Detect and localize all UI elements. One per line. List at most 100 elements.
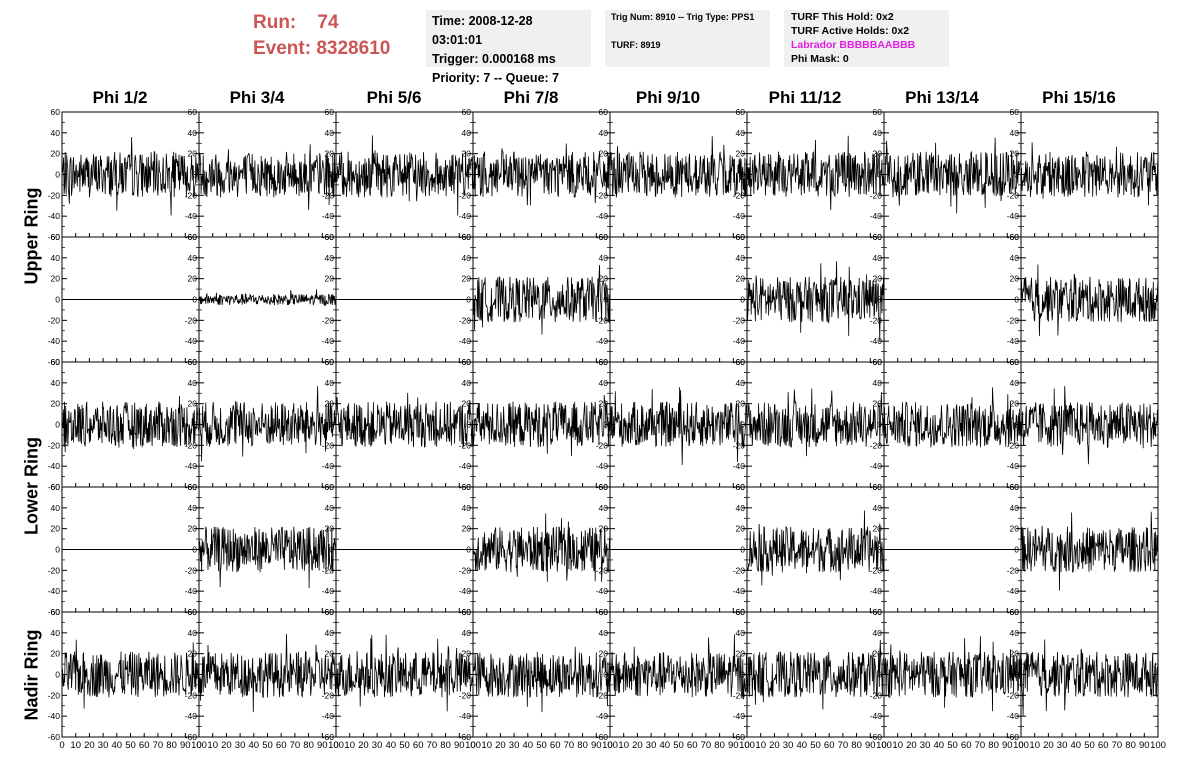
x-tick-label: 60 [413,740,424,751]
x-tick-label: 80 [440,740,451,751]
y-tick-label: 60 [325,357,335,367]
y-tick-label: -40 [48,211,61,221]
waveform-trace-r0-c0 [61,136,200,216]
y-tick-label: 60 [1010,482,1020,492]
y-tick-label: -60 [322,732,335,742]
y-tick-label: -40 [322,711,335,721]
y-tick-label: -40 [733,711,746,721]
y-tick-label: -20 [733,440,746,450]
x-tick-label: 30 [646,740,657,751]
y-tick-label: 60 [188,107,198,117]
y-tick-label: 20 [873,399,883,409]
y-tick-label: 40 [51,253,61,263]
y-tick-label: -20 [322,690,335,700]
y-tick-label: -20 [459,690,472,700]
y-tick-label: 40 [1010,378,1020,388]
x-tick-label: 70 [975,740,986,751]
y-tick-label: -20 [322,315,335,325]
x-tick-label: 60 [687,740,698,751]
y-tick-label: 0 [192,170,197,180]
y-tick-label: -40 [185,711,198,721]
y-tick-label: -40 [596,336,609,346]
y-tick-label: 60 [188,482,198,492]
y-tick-label: 60 [188,232,198,242]
x-tick-label: 40 [1071,740,1082,751]
y-tick-label: 40 [51,503,61,513]
trigger-info-panel: Trig Num: 8910 -- Trig Type: PPS1 TURF: … [605,10,770,67]
x-tick-label: 70 [564,740,575,751]
y-tick-label: 60 [325,107,335,117]
run-event-box: Run: 74 Event: 8328610 [253,10,390,62]
y-tick-label: -20 [185,190,198,200]
waveform-trace-r4-c5 [746,639,885,710]
y-tick-label: 0 [55,670,60,680]
waveform-trace-r1-c1 [198,289,337,307]
y-tick-label: 20 [873,149,883,159]
x-tick-label: 90 [1002,740,1013,751]
y-tick-label: -40 [870,586,883,596]
y-tick-label: 20 [873,274,883,284]
y-tick-label: -20 [870,565,883,575]
y-tick-label: 0 [603,170,608,180]
column-header-phi-9-10: Phi 9/10 [635,88,701,107]
column-header-phi-1-2: Phi 1/2 [92,88,148,107]
y-tick-label: 0 [877,295,882,305]
x-tick-label: 80 [303,740,314,751]
x-tick-label: 20 [1043,740,1054,751]
y-tick-label: 20 [188,524,198,534]
y-tick-label: 40 [736,503,746,513]
y-tick-label: 20 [188,649,198,659]
waveform-trace-r3-c5 [746,510,885,586]
y-tick-label: 0 [1014,420,1019,430]
y-tick-label: 60 [736,482,746,492]
y-tick-label: 60 [873,107,883,117]
waveform-trace-r0-c6 [883,137,1022,214]
y-tick-label: -40 [1007,586,1020,596]
y-tick-label: 20 [1010,274,1020,284]
y-tick-label: 20 [736,649,746,659]
y-tick-label: 20 [736,524,746,534]
y-tick-label: 0 [466,420,471,430]
y-tick-label: 20 [1010,649,1020,659]
x-tick-label: 10 [755,740,766,751]
y-tick-label: 20 [51,274,61,284]
y-tick-label: -40 [322,586,335,596]
y-tick-label: 20 [462,274,472,284]
x-tick-label: 100 [1150,740,1166,751]
y-tick-label: 0 [877,545,882,555]
y-tick-label: 0 [1014,670,1019,680]
y-tick-label: -20 [1007,440,1020,450]
y-tick-label: 0 [192,295,197,305]
y-tick-label: 60 [873,232,883,242]
panel-r4-c1: 60 40 20 0 -20 -40 -60 [185,607,337,742]
x-tick-label: 10 [618,740,629,751]
y-tick-label: 40 [873,253,883,263]
x-tick-label: 100 [191,740,207,751]
y-tick-label: -40 [459,461,472,471]
waveform-trace-r0-c2 [335,135,474,216]
y-tick-label: -20 [596,565,609,575]
y-tick-label: -20 [870,440,883,450]
y-tick-label: -40 [185,461,198,471]
x-tick-label: 40 [660,740,671,751]
y-tick-label: 20 [325,149,335,159]
y-tick-label: -40 [322,211,335,221]
y-tick-label: 60 [1010,107,1020,117]
y-tick-label: -60 [733,732,746,742]
waveform-trace-r3-c3 [472,513,611,582]
x-tick-label: 10 [344,740,355,751]
priority-text: Priority: 7 -- Queue: 7 [432,71,560,85]
y-tick-label: -20 [1007,690,1020,700]
y-tick-label: 0 [466,170,471,180]
x-tick-label: 30 [509,740,520,751]
y-tick-label: 20 [462,399,472,409]
y-tick-label: -20 [185,440,198,450]
